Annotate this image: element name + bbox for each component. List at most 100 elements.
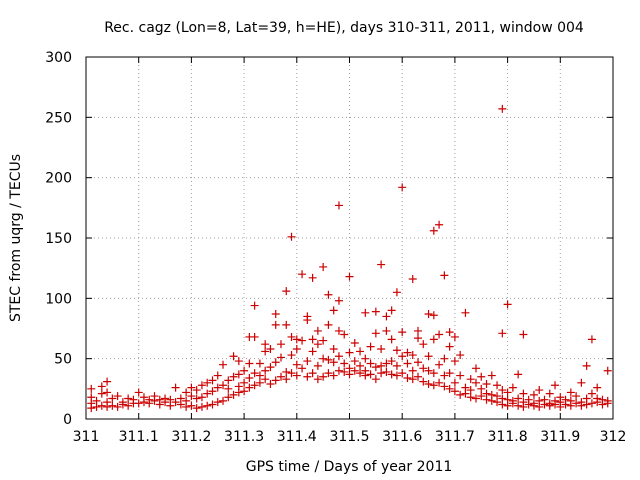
x-axis-label: GPS time / Days of year 2011 <box>246 459 453 475</box>
data-point <box>345 348 354 357</box>
data-point <box>234 370 243 379</box>
y-tick-label: 300 <box>45 50 72 66</box>
data-point <box>361 354 370 363</box>
data-point <box>213 371 222 380</box>
x-tick-labels: 311 311.1 311.2 311.3 311.4 311.5 311.6 311.7 31… <box>73 429 627 445</box>
data-point <box>287 351 296 360</box>
x-tick-label: 311.9 <box>540 429 580 445</box>
data-point <box>261 375 270 384</box>
data-point <box>271 310 280 319</box>
data-point <box>424 352 433 361</box>
data-point <box>250 301 259 310</box>
data-point <box>577 378 586 387</box>
data-point <box>598 395 607 404</box>
data-point <box>334 366 343 375</box>
data-point <box>408 275 417 284</box>
data-point <box>208 400 217 409</box>
data-point <box>482 389 491 398</box>
data-point <box>471 394 480 403</box>
y-tick-label: 50 <box>54 352 72 368</box>
data-point <box>371 375 380 384</box>
data-point <box>435 360 444 369</box>
data-point <box>287 369 296 378</box>
data-point <box>382 326 391 335</box>
data-point <box>87 384 96 393</box>
data-point <box>398 352 407 361</box>
data-point <box>103 377 112 386</box>
data-point <box>308 273 317 282</box>
data-point <box>377 260 386 269</box>
data-point <box>245 359 254 368</box>
data-point <box>477 372 486 381</box>
data-point <box>482 380 491 389</box>
data-point <box>356 369 365 378</box>
data-point <box>134 399 143 408</box>
data-point <box>134 388 143 397</box>
data-point <box>366 342 375 351</box>
data-point <box>471 378 480 387</box>
data-point <box>266 345 275 354</box>
data-point <box>276 353 285 362</box>
data-point <box>324 369 333 378</box>
data-point <box>208 376 217 385</box>
data-point <box>298 270 307 279</box>
data-point <box>429 335 438 344</box>
data-point <box>334 352 343 361</box>
data-point <box>519 389 528 398</box>
data-point <box>471 364 480 373</box>
data-point <box>398 369 407 378</box>
data-point <box>356 361 365 370</box>
data-point <box>129 395 138 404</box>
data-point <box>435 220 444 229</box>
data-point <box>229 352 238 361</box>
data-point <box>292 371 301 380</box>
data-point <box>392 371 401 380</box>
data-point <box>398 183 407 192</box>
data-point <box>240 366 249 375</box>
data-point <box>529 390 538 399</box>
data-point <box>466 393 475 402</box>
data-point <box>187 383 196 392</box>
data-point <box>445 342 454 351</box>
data-point <box>429 311 438 320</box>
data-point <box>535 386 544 395</box>
x-tick-label: 311.3 <box>224 429 264 445</box>
data-point <box>219 360 228 369</box>
data-point <box>408 375 417 384</box>
x-tick-label: 311 <box>73 429 100 445</box>
data-point <box>161 394 170 403</box>
data-point <box>440 382 449 391</box>
data-point <box>382 359 391 368</box>
data-point <box>192 404 201 413</box>
data-point <box>461 308 470 317</box>
data-point <box>529 399 538 408</box>
data-point <box>461 383 470 392</box>
data-point <box>493 381 502 390</box>
data-point <box>124 401 133 410</box>
data-point <box>440 271 449 280</box>
x-tick-label: 311.2 <box>171 429 211 445</box>
data-point <box>255 378 264 387</box>
data-point <box>387 370 396 379</box>
data-point <box>171 398 180 407</box>
data-point <box>345 364 354 373</box>
data-point <box>445 384 454 393</box>
data-point <box>350 357 359 366</box>
data-point <box>203 401 212 410</box>
data-point <box>340 359 349 368</box>
data-point <box>498 104 507 113</box>
data-point <box>392 288 401 297</box>
data-point <box>240 378 249 387</box>
data-point <box>145 395 154 404</box>
data-point <box>545 389 554 398</box>
data-point <box>429 226 438 235</box>
data-point <box>276 340 285 349</box>
data-point <box>403 373 412 382</box>
data-point <box>545 399 554 408</box>
data-point <box>308 347 317 356</box>
data-point <box>97 401 106 410</box>
data-point <box>187 401 196 410</box>
data-point <box>92 396 101 405</box>
data-point <box>303 312 312 321</box>
data-point <box>387 306 396 315</box>
